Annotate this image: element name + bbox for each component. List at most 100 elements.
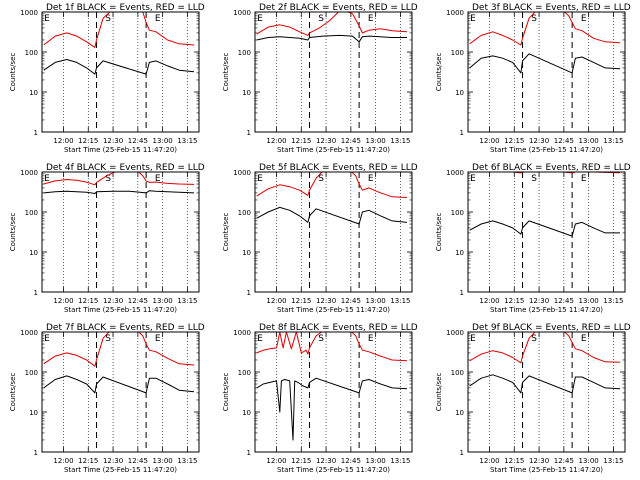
end-marker-label: E [155, 14, 161, 24]
y-axis-label: Counts/sec [9, 213, 17, 252]
x-tick-label: 13:15 [177, 137, 197, 145]
x-tick-label: 12:00 [53, 297, 73, 305]
chart-panel-8: Det 8f BLACK = Events, RED = LLD 1 10 100 10… [222, 323, 418, 474]
red-series-line [43, 332, 195, 367]
start-marker-label: S [531, 14, 537, 24]
y-tick-label: 1 [247, 449, 251, 457]
start-marker-label: S [318, 14, 324, 24]
y-axis-label: Counts/sec [435, 373, 443, 412]
series-group [43, 12, 195, 75]
black-series-line [43, 375, 195, 394]
x-tick-label: 13:00 [366, 137, 386, 145]
start-marker-label: S [318, 334, 324, 344]
series-group [469, 332, 621, 394]
x-tick-label: 13:15 [390, 457, 410, 465]
x-tick-label: 12:45 [341, 457, 361, 465]
y-tick-label: 1000 [20, 169, 38, 177]
x-axis-label: Start Time (25-Feb-15 11:47:20) [64, 146, 177, 154]
chart-panel-2: Det 2f BLACK = Events, RED = LLD 1 10 100 10… [222, 3, 418, 154]
y-tick-label: 10 [242, 89, 251, 97]
black-series-line [469, 53, 621, 74]
start-marker-label: S [105, 14, 111, 24]
black-series-line [43, 59, 195, 75]
end-marker-label: E [155, 334, 161, 344]
black-series-line [256, 377, 408, 441]
chart-panel-6: Det 6f BLACK = Events, RED = LLD 1 10 100 10… [435, 163, 631, 314]
x-tick-label: 12:15 [291, 137, 311, 145]
plot-frame [41, 171, 200, 293]
x-tick-label: 13:00 [153, 297, 173, 305]
y-axis-label: Counts/sec [222, 373, 230, 412]
y-axis-label: Counts/sec [435, 53, 443, 92]
y-tick-label: 100 [238, 49, 251, 57]
y-tick-label: 10 [29, 249, 38, 257]
end-marker-label: E [581, 14, 587, 24]
y-tick-label: 10 [242, 409, 251, 417]
x-tick-label: 12:00 [479, 137, 499, 145]
red-series-line [256, 332, 408, 362]
x-tick-label: 12:45 [554, 137, 574, 145]
x-tick-label: 13:15 [177, 297, 197, 305]
red-series-line [43, 172, 195, 186]
start-marker-label: S [531, 174, 537, 184]
end-marker-label: E [368, 334, 374, 344]
x-axis-label: Start Time (25-Feb-15 11:47:20) [277, 306, 390, 314]
x-tick-label: 12:00 [266, 457, 286, 465]
series-group [256, 172, 408, 225]
y-tick-label: 1000 [20, 329, 38, 337]
plot-frame [254, 11, 413, 133]
y-axis-label: Counts/sec [435, 213, 443, 252]
red-series-line [256, 12, 408, 36]
chart-title: Det 4f BLACK = Events, RED = LLD [46, 163, 205, 173]
y-tick-label: 10 [455, 89, 464, 97]
y-tick-label: 1 [34, 289, 38, 297]
x-tick-label: 12:00 [266, 297, 286, 305]
y-tick-label: 10 [242, 249, 251, 257]
chart-panel-5: Det 5f BLACK = Events, RED = LLD 1 10 100 10… [222, 163, 418, 314]
plot-frame [254, 171, 413, 293]
x-tick-label: 12:15 [78, 137, 98, 145]
chart-title: Det 8f BLACK = Events, RED = LLD [259, 323, 418, 333]
series-group [469, 172, 621, 237]
x-tick-label: 12:15 [291, 297, 311, 305]
x-axis-label: Start Time (25-Feb-15 11:47:20) [490, 466, 603, 474]
y-tick-label: 1000 [446, 9, 464, 17]
x-tick-label: 12:30 [529, 457, 549, 465]
x-tick-label: 12:45 [554, 457, 574, 465]
x-tick-label: 13:00 [366, 457, 386, 465]
x-tick-label: 12:15 [504, 137, 524, 145]
x-tick-label: 12:15 [78, 297, 98, 305]
end-marker-label: E [257, 334, 263, 344]
start-marker-label: S [531, 334, 537, 344]
end-marker-label: E [470, 334, 476, 344]
x-axis-label: Start Time (25-Feb-15 11:47:20) [490, 306, 603, 314]
x-tick-label: 12:30 [316, 297, 336, 305]
y-tick-label: 10 [29, 409, 38, 417]
y-axis-label: Counts/sec [9, 53, 17, 92]
x-tick-label: 12:00 [53, 137, 73, 145]
y-tick-label: 1000 [233, 9, 251, 17]
y-tick-label: 1 [247, 289, 251, 297]
y-tick-label: 1 [460, 449, 464, 457]
end-marker-label: E [44, 174, 50, 184]
x-tick-label: 12:30 [103, 457, 123, 465]
x-tick-label: 13:15 [390, 297, 410, 305]
plot-frame [41, 331, 200, 453]
y-tick-label: 100 [451, 209, 464, 217]
y-tick-label: 1 [460, 129, 464, 137]
y-tick-label: 100 [25, 369, 38, 377]
y-axis-label: Counts/sec [9, 373, 17, 412]
chart-title: Det 6f BLACK = Events, RED = LLD [472, 163, 631, 173]
chart-panel-4: Det 4f BLACK = Events, RED = LLD 1 10 100 10… [9, 163, 205, 314]
x-tick-label: 12:45 [341, 297, 361, 305]
x-tick-label: 13:15 [390, 137, 410, 145]
x-axis-label: Start Time (25-Feb-15 11:47:20) [277, 466, 390, 474]
x-tick-label: 13:00 [366, 297, 386, 305]
plot-frame [467, 331, 626, 453]
x-tick-label: 13:15 [603, 137, 623, 145]
x-tick-label: 12:30 [103, 137, 123, 145]
x-tick-label: 13:15 [177, 457, 197, 465]
y-tick-label: 1000 [233, 169, 251, 177]
chart-title: Det 5f BLACK = Events, RED = LLD [259, 163, 418, 173]
chart-title: Det 9f BLACK = Events, RED = LLD [472, 323, 631, 333]
